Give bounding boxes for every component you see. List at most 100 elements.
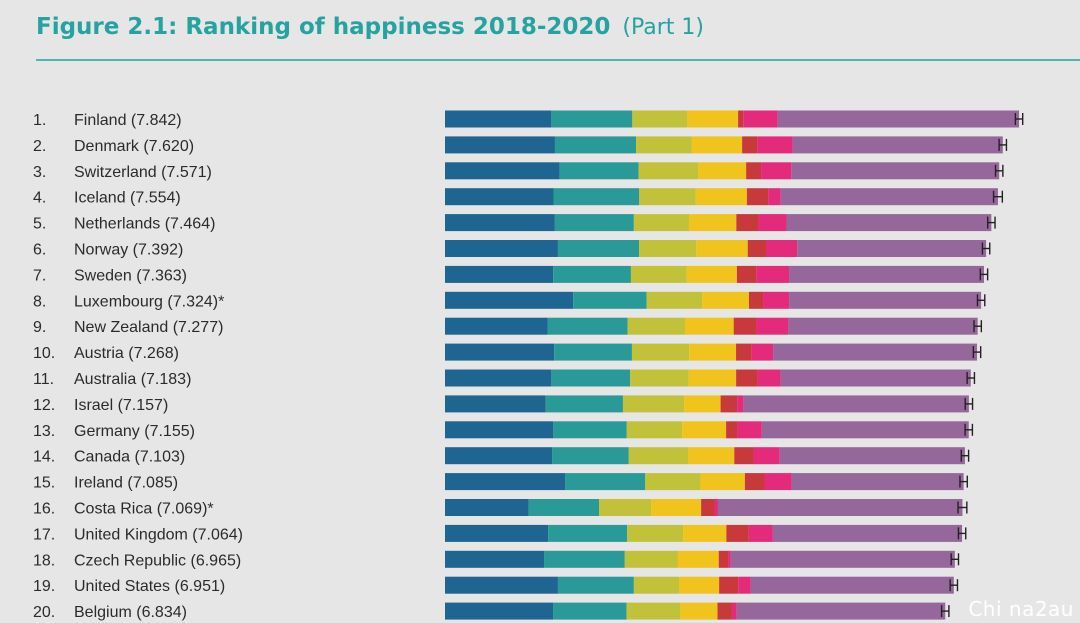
country-label: Costa Rica (7.069)* bbox=[74, 501, 214, 518]
bar-segment bbox=[677, 550, 719, 568]
rank-label: 12. bbox=[33, 397, 55, 414]
rank-label: 6. bbox=[33, 242, 46, 259]
country-label: Czech Republic (6.965) bbox=[74, 552, 241, 569]
country-label: Israel (7.157) bbox=[74, 397, 168, 414]
chart-row: 4. Iceland (7.554) bbox=[33, 188, 1004, 207]
rank-label: 11. bbox=[33, 371, 54, 388]
bar-segment bbox=[751, 343, 774, 361]
bar-segment bbox=[720, 395, 738, 413]
country-label: Australia (7.183) bbox=[74, 371, 191, 388]
figure-title-part: (Part 1) bbox=[622, 15, 705, 40]
country-label: Iceland (7.554) bbox=[74, 190, 181, 207]
rank-label: 7. bbox=[33, 267, 46, 284]
bar-segment bbox=[758, 214, 787, 232]
bar-segment bbox=[573, 291, 647, 309]
error-bar bbox=[966, 372, 976, 384]
bar-segment bbox=[786, 214, 992, 232]
chart-row: 2. Denmark (7.620) bbox=[33, 136, 1008, 155]
bar-segment bbox=[748, 524, 773, 542]
bar-segment bbox=[726, 524, 749, 542]
rank-label: 19. bbox=[33, 578, 55, 595]
bar-segment bbox=[685, 317, 734, 335]
rank-label: 15. bbox=[33, 475, 55, 492]
bar-segment bbox=[445, 473, 566, 491]
bar-segment bbox=[445, 369, 552, 387]
bar-segment bbox=[557, 576, 634, 594]
bar-segment bbox=[545, 395, 623, 413]
bar-segment bbox=[445, 136, 555, 154]
bar-segment bbox=[701, 499, 715, 516]
bar-segment bbox=[738, 110, 744, 128]
bar-segment bbox=[679, 576, 720, 594]
bar-segment bbox=[445, 291, 574, 309]
country-label: Luxembourg (7.324)* bbox=[74, 293, 224, 310]
bar-segment bbox=[553, 421, 627, 439]
rank-label: 13. bbox=[33, 423, 55, 440]
rank-label: 18. bbox=[33, 552, 55, 569]
bar-segment bbox=[688, 369, 737, 387]
rank-label: 5. bbox=[33, 216, 46, 233]
chart-row: 17. United Kingdom (7.064) bbox=[33, 524, 967, 543]
chart-row: 11. Australia (7.183) bbox=[33, 369, 976, 388]
bar-segment bbox=[554, 136, 637, 154]
bar-segment bbox=[445, 447, 553, 465]
bar-segment bbox=[768, 188, 781, 206]
bar-segment bbox=[638, 162, 699, 180]
error-bar bbox=[960, 449, 970, 462]
bar-segment bbox=[554, 343, 632, 361]
error-bar bbox=[987, 216, 996, 229]
bar-segment bbox=[731, 602, 737, 620]
bar-segment bbox=[742, 136, 758, 154]
figure-title-main: Figure 2.1: Ranking of happiness 2018-20… bbox=[36, 14, 611, 40]
country-label: United States (6.951) bbox=[74, 578, 225, 595]
rank-label: 16. bbox=[33, 501, 55, 518]
bar-segment bbox=[792, 136, 1003, 154]
rank-label: 8. bbox=[33, 293, 46, 310]
bar-segment bbox=[630, 265, 687, 283]
bar-segment bbox=[791, 162, 1000, 180]
bar-segment bbox=[736, 343, 752, 361]
bar-segment bbox=[639, 240, 697, 257]
bar-segment bbox=[750, 576, 954, 594]
error-bar bbox=[949, 579, 959, 592]
rank-label: 10. bbox=[33, 345, 55, 362]
bar-segment bbox=[757, 136, 793, 154]
bar-segment bbox=[718, 550, 729, 568]
bar-segment bbox=[698, 162, 747, 180]
bar-segment bbox=[445, 110, 552, 128]
bar-segment bbox=[777, 110, 1020, 128]
bar-segment bbox=[717, 602, 732, 620]
rank-label: 3. bbox=[33, 164, 46, 181]
bar-segment bbox=[551, 369, 631, 387]
error-bar bbox=[992, 190, 1004, 203]
rank-label: 4. bbox=[33, 190, 46, 207]
bar-segment bbox=[445, 240, 558, 257]
country-label: New Zealand (7.277) bbox=[74, 319, 223, 336]
bar-segment bbox=[686, 265, 737, 283]
error-bar bbox=[979, 268, 989, 281]
bar-segment bbox=[645, 473, 701, 491]
bar-segment bbox=[627, 317, 686, 335]
chart-row: 12. Israel (7.157) bbox=[33, 395, 974, 414]
bar-segment bbox=[726, 421, 738, 439]
bar-segment bbox=[445, 576, 558, 594]
bar-segment bbox=[445, 317, 548, 335]
bar-segment bbox=[791, 473, 964, 491]
error-bar bbox=[964, 397, 974, 410]
rank-label: 2. bbox=[33, 138, 46, 155]
error-bar bbox=[940, 605, 950, 618]
bar-segment bbox=[737, 421, 762, 439]
chart-row: 13. Germany (7.155) bbox=[33, 421, 974, 440]
bar-segment bbox=[789, 291, 982, 309]
bar-segment bbox=[728, 550, 731, 568]
bar-segment bbox=[445, 214, 555, 232]
bar-segment bbox=[753, 447, 780, 465]
chart-row: 16. Costa Rica (7.069)* bbox=[33, 499, 968, 518]
watermark: Chi na2au bbox=[968, 597, 1074, 621]
chart-row: 8. Luxembourg (7.324)* bbox=[33, 291, 986, 310]
country-label: Finland (7.842) bbox=[74, 112, 182, 129]
bar-segment bbox=[743, 395, 969, 413]
bar-segment bbox=[746, 162, 762, 180]
bar-segment bbox=[714, 499, 718, 516]
